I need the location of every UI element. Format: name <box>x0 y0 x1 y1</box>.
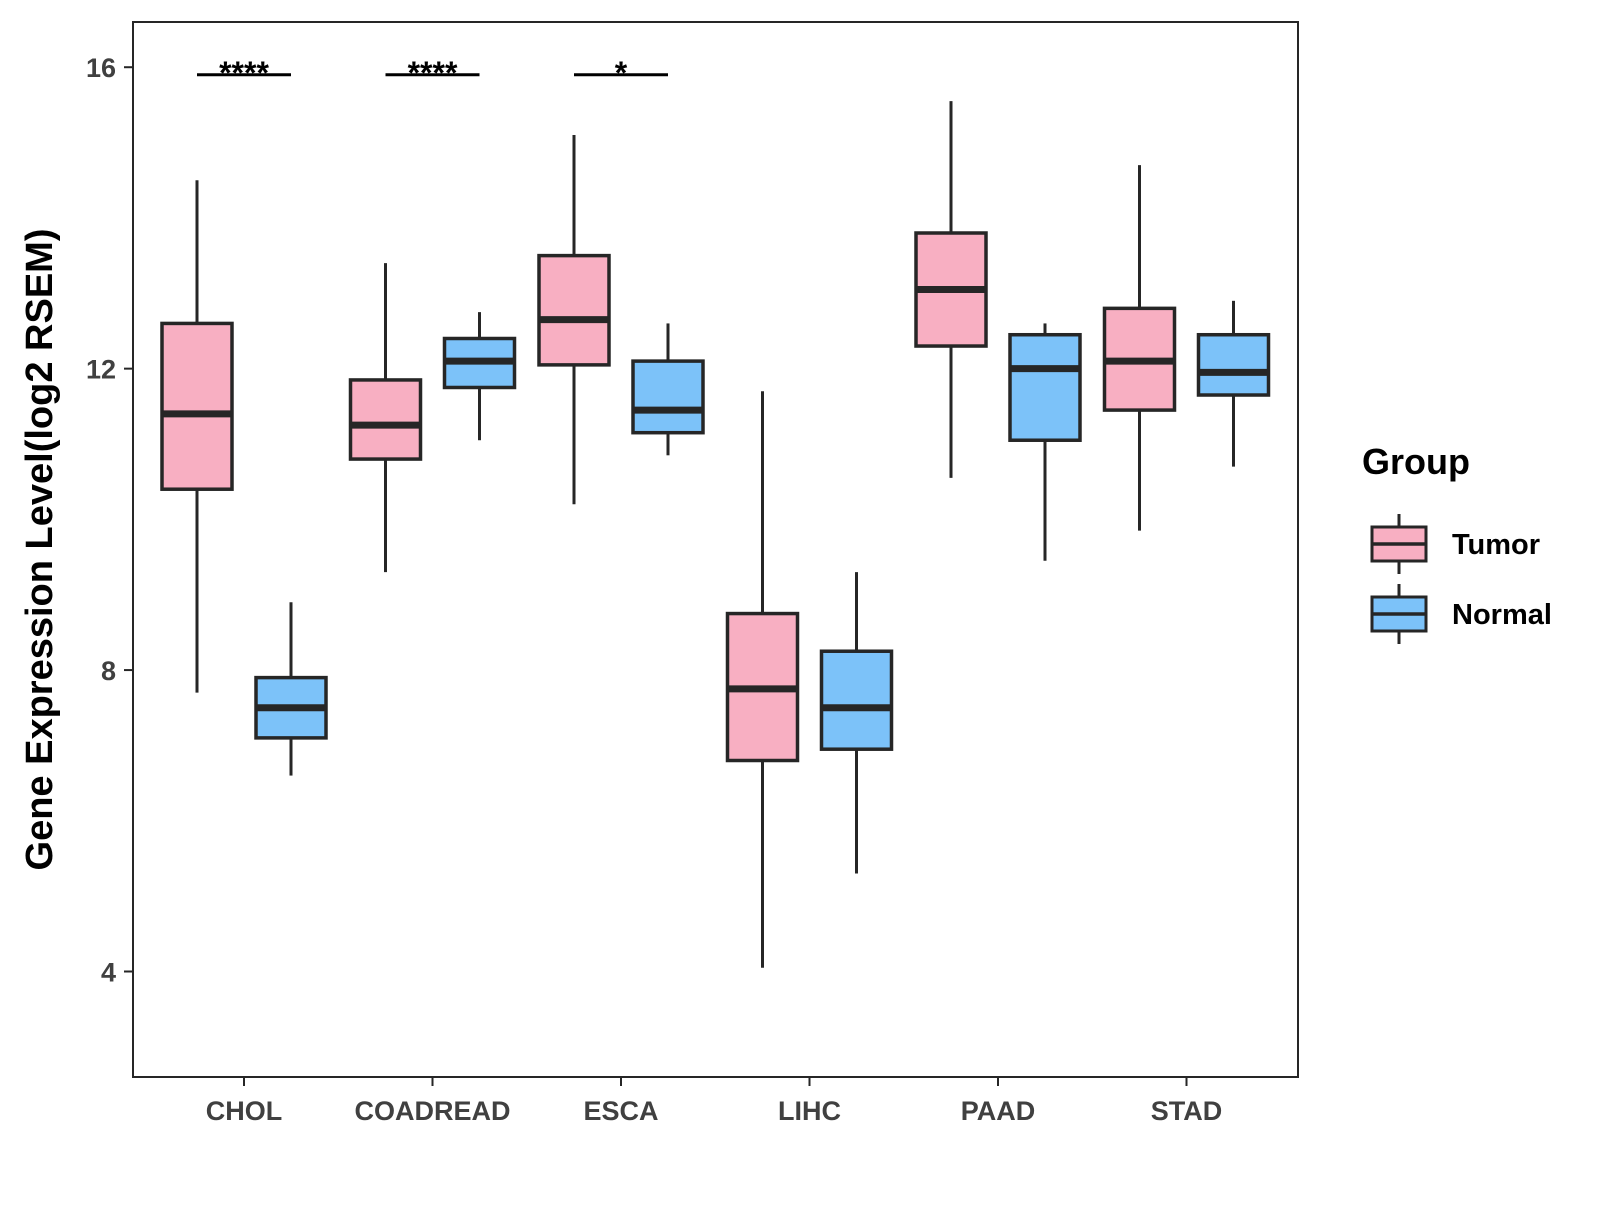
significance-label: * <box>615 55 628 91</box>
legend-label: Tumor <box>1452 529 1540 561</box>
box-tumor-coadread <box>348 263 423 573</box>
legend-item-normal: Normal <box>1370 584 1552 644</box>
box-iqr <box>537 253 611 367</box>
y-tick-label: 16 <box>86 53 116 83</box>
box-iqr <box>160 321 234 491</box>
significance-label: **** <box>219 55 269 91</box>
box-normal-esca <box>631 323 705 456</box>
box-normal-stad <box>1196 300 1271 467</box>
box-iqr <box>631 359 705 435</box>
box-normal-paad <box>1008 323 1082 561</box>
box-tumor-paad <box>914 101 988 478</box>
y-tick-label: 8 <box>101 656 116 686</box>
legend-title: Group <box>1362 441 1470 482</box>
significance-label: **** <box>408 55 458 91</box>
box-tumor-chol <box>160 180 234 693</box>
box-iqr <box>348 378 423 461</box>
x-tick-label: COADREAD <box>354 1096 510 1126</box>
box-tumor-stad <box>1102 165 1177 531</box>
y-tick-label: 4 <box>101 958 116 988</box>
box-iqr <box>1008 332 1082 442</box>
x-tick-label: LIHC <box>778 1096 841 1126</box>
x-tick-label: PAAD <box>961 1096 1036 1126</box>
box-normal-coadread <box>442 312 517 441</box>
legend-item-tumor: Tumor <box>1370 514 1540 574</box>
x-tick-label: CHOL <box>206 1096 283 1126</box>
box-iqr <box>1196 332 1271 397</box>
x-tick-label: ESCA <box>583 1096 658 1126</box>
box-tumor-lihc <box>725 391 800 968</box>
box-tumor-esca <box>537 135 611 505</box>
x-tick-label: STAD <box>1151 1096 1223 1126</box>
y-axis-title: Gene Expression Level(log2 RSEM) <box>19 229 61 871</box>
box-iqr <box>819 649 894 751</box>
y-tick-label: 12 <box>86 355 116 385</box>
box-normal-chol <box>254 602 328 776</box>
legend-label: Normal <box>1452 599 1552 631</box>
box-normal-lihc <box>819 572 894 874</box>
plot-panel-border <box>132 21 1299 1078</box>
